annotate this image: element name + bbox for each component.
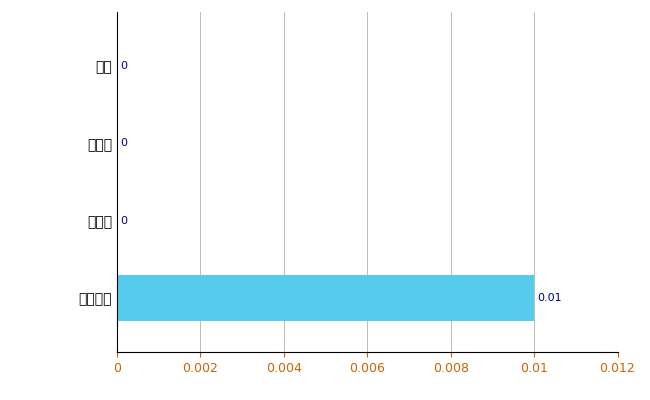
Text: 0: 0	[120, 216, 127, 226]
Text: 0.01: 0.01	[538, 293, 562, 303]
Text: 0: 0	[120, 138, 127, 148]
Text: 0: 0	[120, 61, 127, 71]
Bar	[117, 275, 534, 321]
